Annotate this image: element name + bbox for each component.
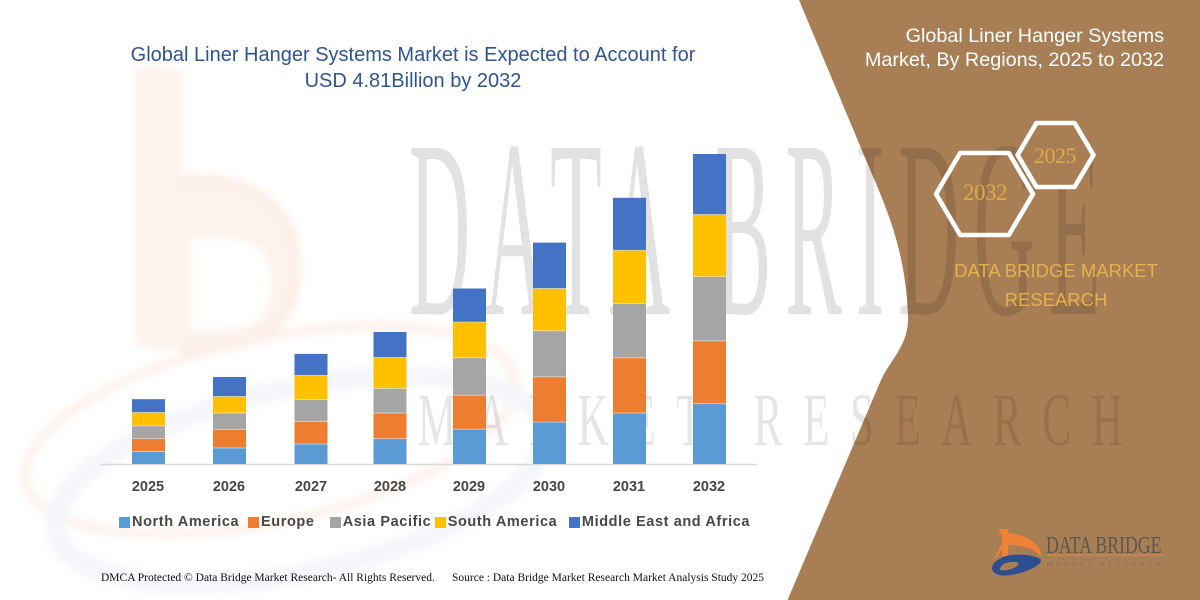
svg-text:DATA BRIDGE: DATA BRIDGE	[1046, 532, 1161, 559]
svg-text:MARKET RESEARCH: MARKET RESEARCH	[1047, 562, 1164, 569]
